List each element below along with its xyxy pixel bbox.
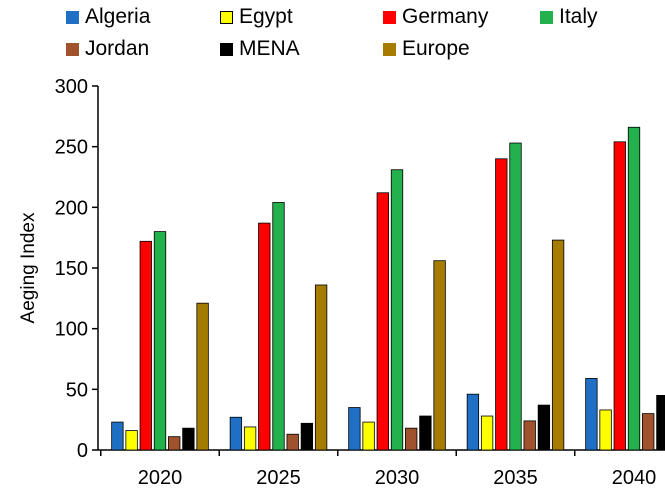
y-tick-label: 150 (55, 258, 88, 280)
bar (656, 394, 665, 451)
bar (585, 378, 598, 451)
x-tick-label: 2035 (493, 467, 538, 488)
legend-label: Algeria (85, 5, 151, 28)
legend-swatch (66, 42, 79, 56)
y-tick-label: 0 (77, 440, 88, 462)
y-tick-label: 200 (55, 197, 88, 219)
legend-label: Jordan (85, 37, 150, 60)
legend-item-italy: Italy (540, 4, 598, 30)
bar (466, 393, 480, 451)
bar (551, 239, 565, 451)
bar (125, 430, 138, 451)
bar (168, 436, 181, 451)
bar (433, 260, 446, 451)
legend-item-europe: Europe (383, 36, 470, 62)
y-axis-title: Aeging Index (18, 212, 39, 323)
legend-item-mena: MENA (220, 36, 300, 62)
bar (480, 415, 494, 451)
legend-label: Europe (402, 37, 470, 60)
legend-label: Italy (559, 5, 598, 28)
bar (627, 126, 641, 451)
legend-label: Germany (402, 5, 489, 28)
bar (314, 284, 328, 451)
series-germany-bars (139, 141, 626, 451)
legend-swatch (383, 42, 396, 56)
bar (286, 433, 299, 451)
y-tick-label: 50 (66, 379, 88, 401)
bar (495, 158, 508, 451)
chart-legend: Algeria Egypt Germany Italy Jordan MENA Europe (0, 0, 665, 70)
bar (258, 222, 271, 451)
legend-swatch (220, 10, 233, 24)
legend-label: MENA (239, 37, 300, 60)
series-algeria-bars (111, 378, 598, 451)
bar (153, 231, 167, 451)
x-tick-label: 2030 (375, 467, 420, 488)
series-europe-bars (196, 239, 565, 451)
bar (405, 427, 418, 451)
x-tick-label: 2020 (138, 467, 183, 488)
legend-swatch (66, 10, 79, 24)
legend-swatch (540, 10, 553, 24)
bar (348, 407, 361, 451)
legend-item-germany: Germany (383, 4, 488, 30)
bar (509, 142, 522, 451)
bar (599, 409, 612, 451)
bar (419, 415, 432, 451)
series-mena-bars (182, 394, 665, 451)
legend-item-algeria: Algeria (66, 4, 150, 30)
y-tick-label: 250 (55, 137, 88, 159)
x-tick-label: 2025 (256, 467, 301, 488)
bar (390, 169, 404, 451)
bar (613, 141, 626, 451)
series-egypt-bars (125, 409, 612, 451)
bar (537, 404, 551, 451)
bar (376, 192, 389, 451)
bar (272, 202, 285, 451)
bar (196, 302, 209, 451)
bar (182, 427, 195, 451)
bar (243, 426, 257, 451)
bar (642, 413, 655, 451)
bar (139, 240, 152, 451)
bar (362, 421, 375, 451)
series-italy-bars (153, 126, 641, 451)
legend-swatch (220, 42, 233, 56)
legend-swatch (383, 10, 396, 24)
series-jordan-bars (168, 413, 655, 451)
legend-label: Egypt (239, 5, 293, 28)
y-tick-label: 300 (55, 76, 88, 98)
bar (111, 421, 124, 451)
legend-item-jordan: Jordan (66, 36, 149, 62)
legend-item-egypt: Egypt (220, 4, 293, 30)
bar (229, 416, 243, 451)
bar (523, 420, 536, 451)
bar (300, 422, 314, 451)
y-tick-label: 100 (55, 319, 88, 341)
x-tick-label: 2040 (612, 467, 657, 488)
